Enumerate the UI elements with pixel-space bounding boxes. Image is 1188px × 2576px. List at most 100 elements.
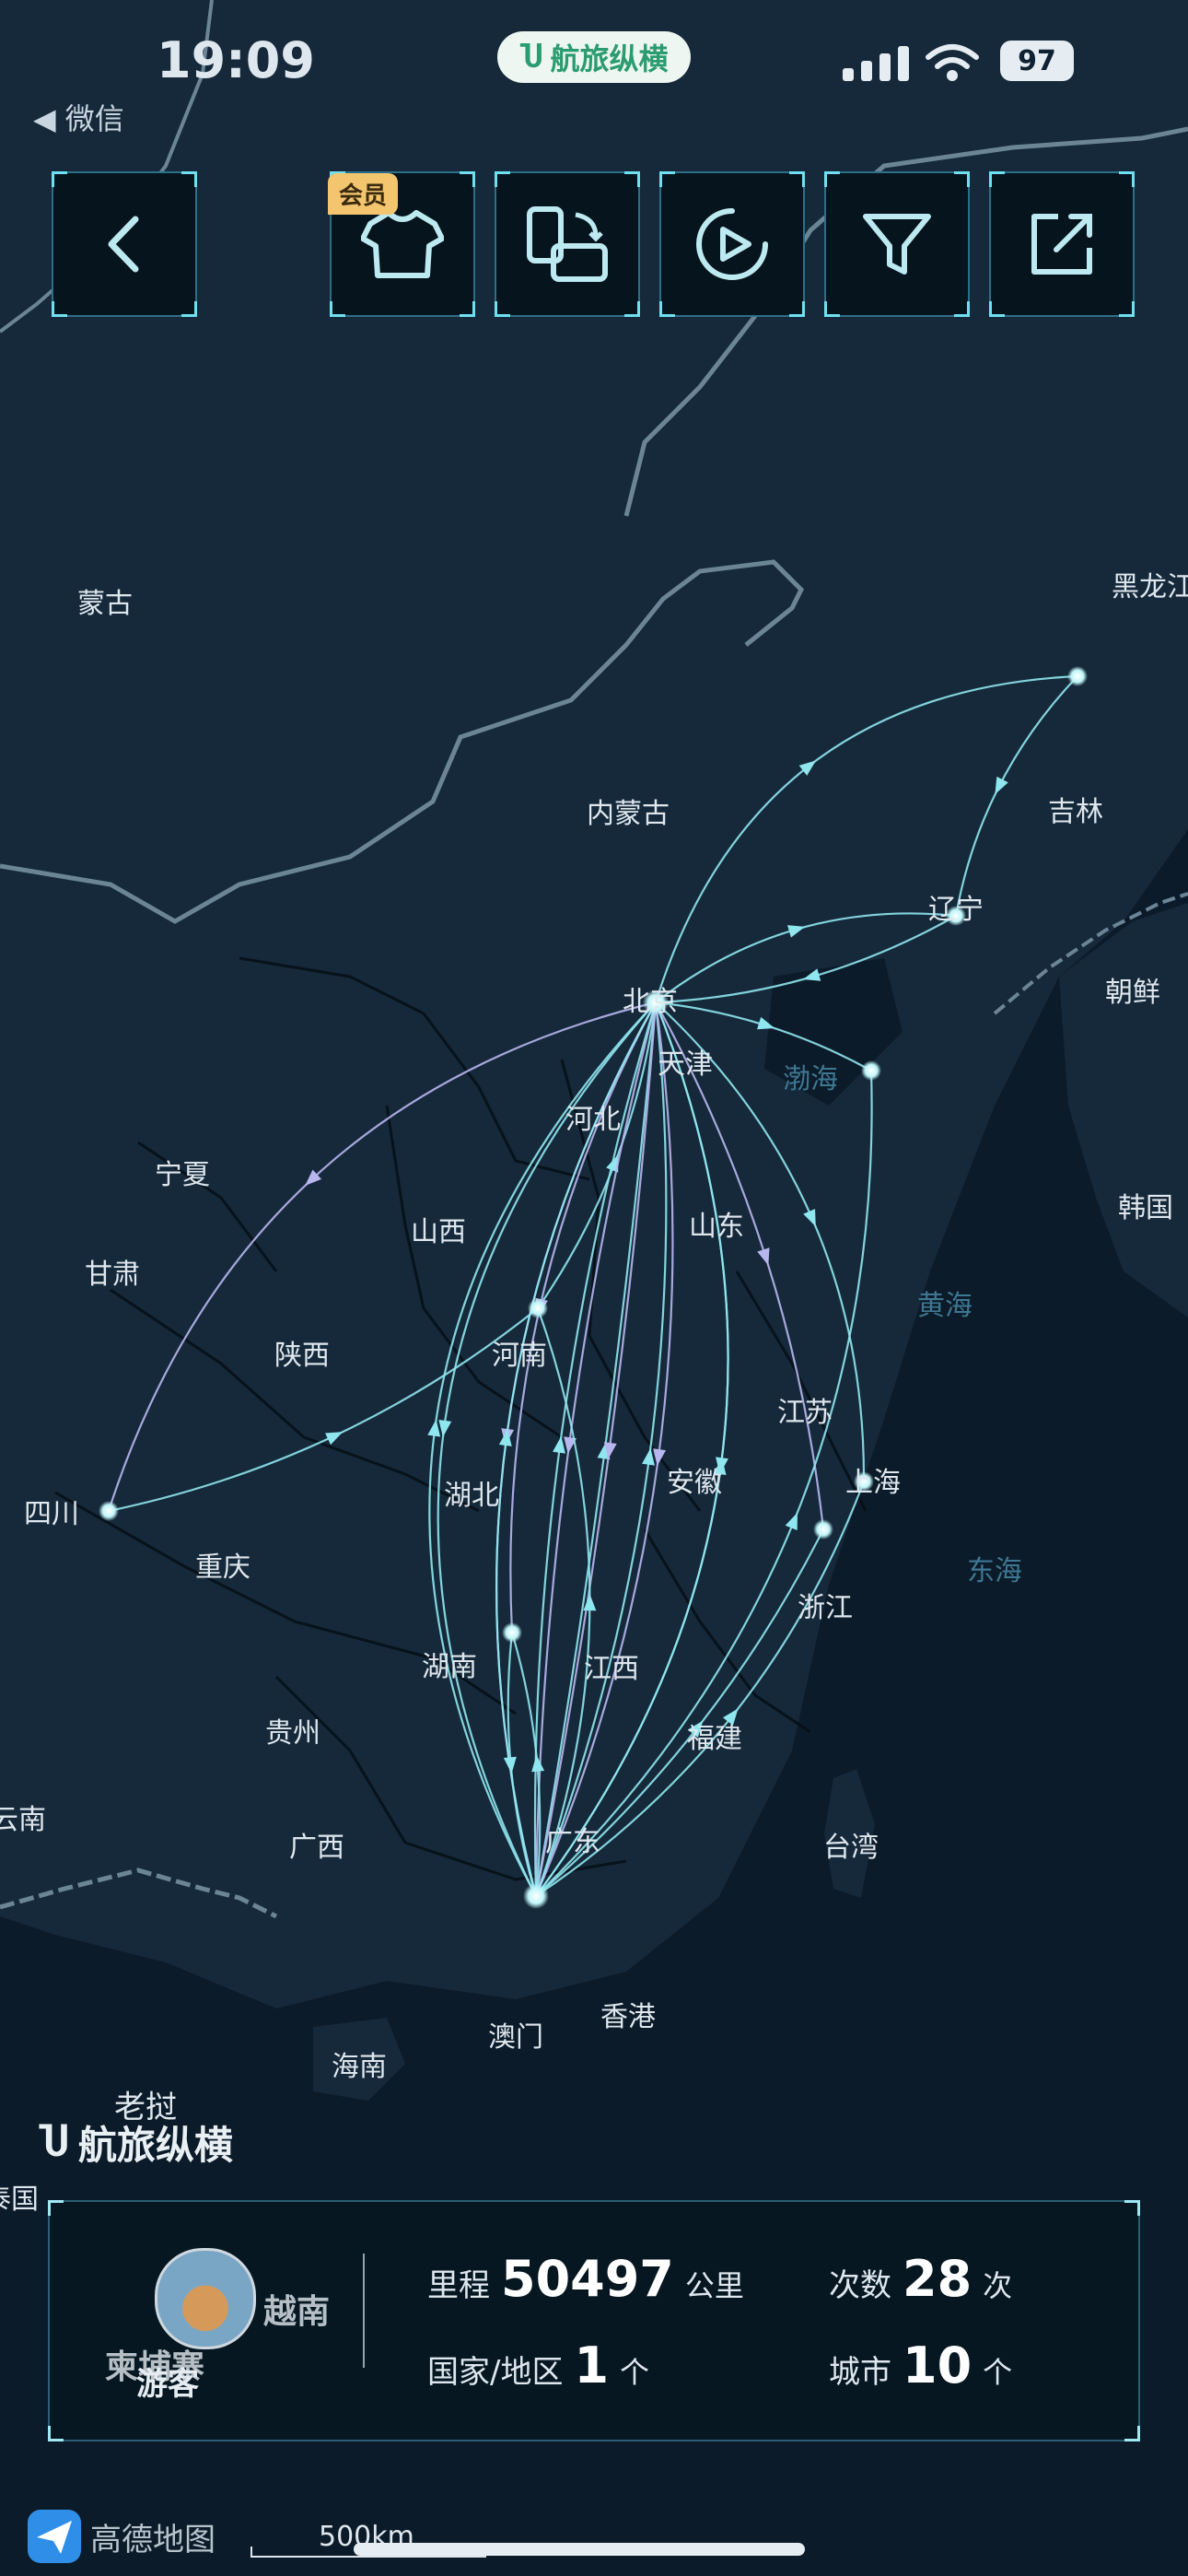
stat-flights-label: 次数 <box>829 2267 891 2304</box>
back-to-wechat-link[interactable]: ◀ 微信 <box>33 101 124 136</box>
route-direction-arrow <box>553 1435 565 1454</box>
paper-plane-icon <box>28 2510 81 2563</box>
stat-flights-unit: 次 <box>983 2268 1013 2303</box>
label-inner-mongolia: 内蒙古 <box>587 798 670 830</box>
avatar[interactable] <box>155 2248 256 2349</box>
share-icon <box>1031 214 1092 275</box>
route-direction-arrow <box>642 1447 655 1466</box>
stat-mileage-value: 50497 <box>501 2250 674 2308</box>
route-direction-arrow <box>305 1169 322 1186</box>
route-direction-arrow <box>722 1708 739 1726</box>
stat-flights: 次数 28 次 <box>829 2250 1012 2308</box>
cellular-signal-icon <box>843 46 909 81</box>
label-ningxia: 宁夏 <box>155 1159 210 1191</box>
label-guizhou: 贵州 <box>265 1717 320 1750</box>
share-button[interactable] <box>989 171 1135 317</box>
stat-cities-label: 城市 <box>829 2354 891 2391</box>
label-cambodia: 柬埔寨 <box>105 2348 205 2386</box>
route-direction-arrow <box>757 1016 775 1030</box>
label-hunan: 湖南 <box>422 1651 477 1683</box>
status-time: 19:09 <box>157 31 315 89</box>
label-jilin: 吉林 <box>1048 796 1103 828</box>
city-dot[interactable] <box>1067 666 1088 686</box>
city-dot[interactable] <box>854 1471 874 1492</box>
label-sichuan: 四川 <box>24 1498 79 1530</box>
tshirt-icon <box>361 210 444 278</box>
label-henan: 河南 <box>492 1340 547 1372</box>
battery-indicator: 97 <box>1000 41 1074 81</box>
stat-countries-value: 1 <box>574 2336 610 2395</box>
filter-button[interactable] <box>824 171 970 317</box>
rotate-screen-icon <box>527 206 608 282</box>
label-jiangxi: 江西 <box>584 1653 639 1685</box>
nickname: 游客 <box>136 2366 199 2403</box>
summary-card: 越南 柬埔寨 游客 里程 50497 公里 次数 28 次 国家/地区 1 个 … <box>48 2200 1140 2441</box>
route-direction-arrow <box>583 1594 597 1611</box>
land-sea-bohai <box>764 958 903 1106</box>
stat-cities-unit: 个 <box>983 2355 1013 2390</box>
label-bohai: 渤海 <box>783 1063 838 1095</box>
route-direction-arrow <box>687 1720 704 1739</box>
route-direction-arrow <box>787 925 806 938</box>
app-logo-icon: Ⴎ <box>519 40 543 75</box>
city-dot[interactable] <box>528 1298 548 1318</box>
route-direction-arrow <box>503 1756 517 1774</box>
app-logo-icon: Ⴎ <box>39 2120 69 2165</box>
route-direction-arrow <box>603 1442 617 1459</box>
wifi-icon <box>926 44 979 81</box>
play-button[interactable] <box>659 171 805 317</box>
stat-countries-unit: 个 <box>620 2355 650 2390</box>
stat-mileage: 里程 50497 公里 <box>427 2250 744 2308</box>
border-korea <box>993 892 1188 1015</box>
city-dot[interactable] <box>523 1883 549 1909</box>
rotate-button[interactable] <box>495 171 640 317</box>
label-thailand: 泰国 <box>0 2184 39 2216</box>
label-mongolia: 蒙古 <box>77 588 133 620</box>
route-direction-arrow <box>785 1512 798 1531</box>
stat-countries-label: 国家/地区 <box>427 2354 564 2391</box>
label-taiwan: 台湾 <box>823 1832 879 1864</box>
label-hubei: 湖北 <box>444 1480 499 1512</box>
city-dot[interactable] <box>861 1060 881 1081</box>
border-northeast <box>623 126 1188 517</box>
vip-badge: 会员 <box>328 173 399 215</box>
land-hainan <box>313 2018 405 2101</box>
city-dot[interactable] <box>643 989 669 1015</box>
city-dot[interactable] <box>99 1501 119 1521</box>
amap-logo[interactable]: 高德地图 <box>28 2510 215 2563</box>
label-east-sea: 东海 <box>967 1555 1022 1587</box>
label-south-korea: 韩国 <box>1118 1192 1173 1224</box>
city-dot[interactable] <box>813 1519 833 1540</box>
label-liaoning: 辽宁 <box>928 894 984 926</box>
label-north-korea: 朝鲜 <box>1105 977 1160 1009</box>
route-direction-arrow <box>531 1754 545 1773</box>
chevron-left-icon <box>108 216 139 273</box>
label-macau: 澳门 <box>488 2021 543 2054</box>
label-shandong: 山东 <box>689 1211 744 1243</box>
label-yellow-sea: 黄海 <box>917 1290 973 1322</box>
status-bar: 19:09 ◀ 微信 Ⴎ 航旅纵横 97 <box>0 0 1188 136</box>
filter-icon <box>863 214 931 275</box>
label-vietnam: 越南 <box>263 2293 331 2331</box>
label-guangdong: 广东 <box>545 1826 600 1858</box>
home-indicator[interactable] <box>354 2543 805 2556</box>
back-button[interactable] <box>52 171 197 317</box>
city-dot[interactable] <box>946 906 966 926</box>
label-anhui: 安徽 <box>667 1467 722 1499</box>
label-heilongjiang: 黑龙江 <box>1112 571 1188 603</box>
route-direction-arrow <box>438 1420 452 1437</box>
label-chongqing: 重庆 <box>195 1551 250 1584</box>
route-direction-arrow <box>498 1429 512 1446</box>
label-hongkong: 香港 <box>600 2001 656 2033</box>
stat-cities-value: 10 <box>903 2336 973 2395</box>
city-dot[interactable] <box>502 1622 522 1643</box>
stat-flights-value: 28 <box>903 2250 973 2308</box>
label-hebei: 河北 <box>565 1104 621 1136</box>
play-icon <box>696 208 768 280</box>
app-pill[interactable]: Ⴎ 航旅纵横 <box>497 31 691 83</box>
label-yunnan: 云南 <box>0 1804 46 1836</box>
label-guangxi: 广西 <box>289 1832 344 1864</box>
label-shanghai: 上海 <box>845 1467 901 1499</box>
app-pill-label: 航旅纵横 <box>550 41 669 76</box>
